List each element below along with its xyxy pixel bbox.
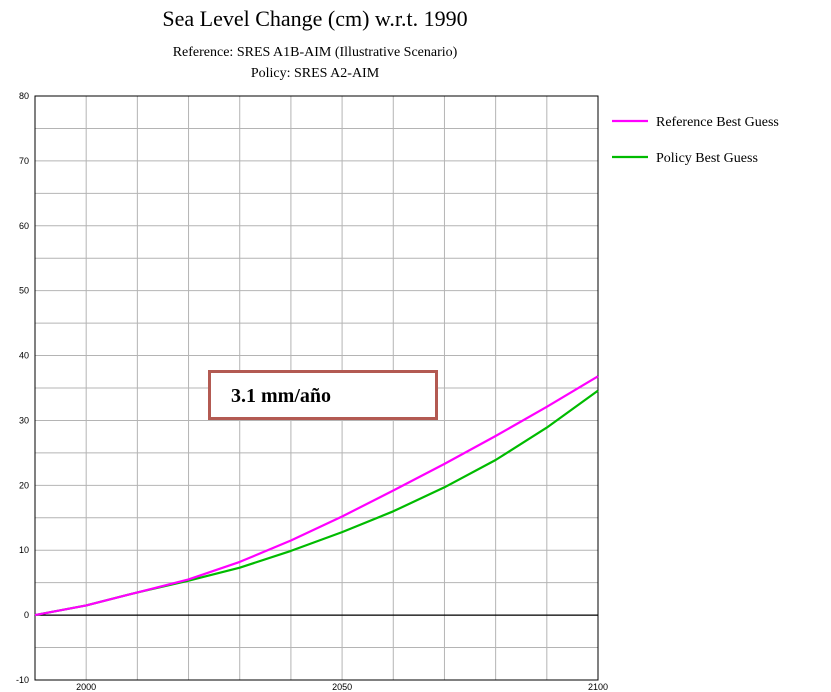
y-tick-label: 50 [19, 286, 29, 296]
chart-series [34, 375, 599, 617]
rate-annotation-box: 3.1 mm/año [208, 370, 438, 420]
y-tick-label: 0 [24, 610, 29, 620]
y-tick-label: -10 [16, 675, 29, 685]
y-tick-label: 10 [19, 545, 29, 555]
x-tick-label: 2050 [332, 682, 352, 692]
chart-subtitle-policy: Policy: SRES A2-AIM [250, 66, 380, 81]
x-tick-label: 2100 [588, 682, 608, 692]
y-tick-label: 60 [19, 221, 29, 231]
legend-label: Policy Best Guess [656, 151, 758, 166]
legend-label: Reference Best Guess [656, 115, 779, 130]
y-tick-label: 40 [19, 351, 29, 361]
y-tick-label: 80 [19, 91, 29, 101]
plot-frame [34, 95, 599, 681]
chart-subtitle-reference: Reference: SRES A1B-AIM (Illustrative Sc… [172, 45, 458, 60]
chart-title: Sea Level Change (cm) w.r.t. 1990 [162, 6, 468, 31]
x-tick-label: 2000 [76, 682, 96, 692]
chart-legend: Reference Best Guess Policy Best Guess [612, 115, 779, 166]
y-tick-label: 70 [19, 156, 29, 166]
y-tick-label: 30 [19, 415, 29, 425]
y-tick-label: 20 [19, 480, 29, 490]
chart-ticks: -10 0 10 20 30 40 50 60 70 80 2000 2050 2100 [16, 91, 608, 692]
series-line [34, 375, 599, 617]
